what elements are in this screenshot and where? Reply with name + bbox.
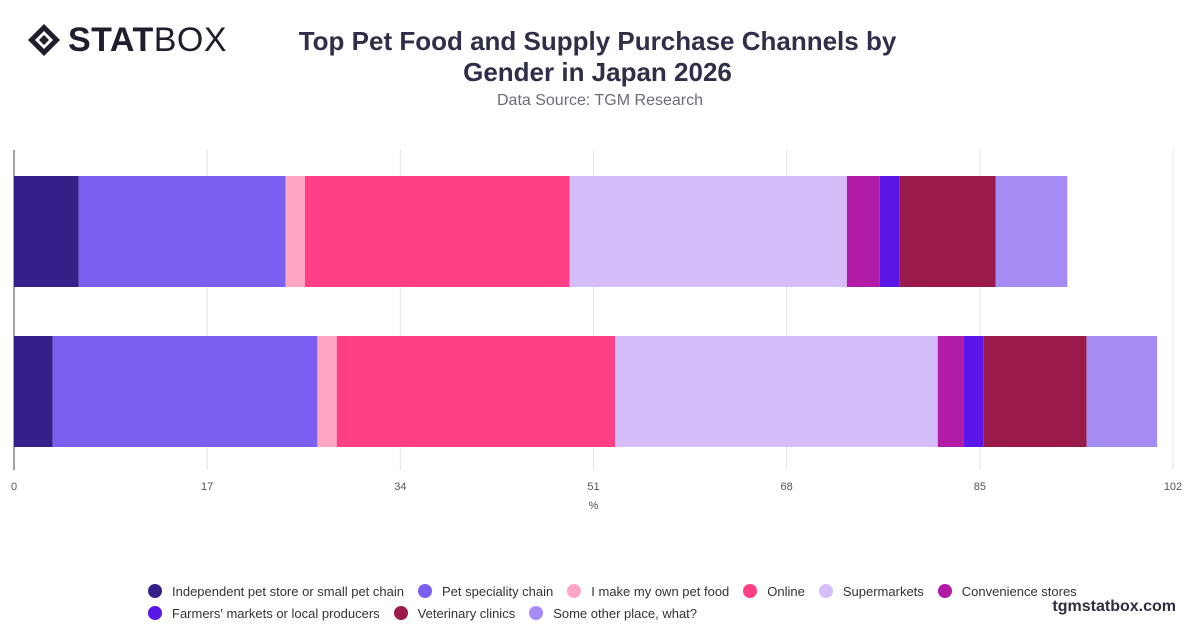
- legend-item[interactable]: I make my own pet food: [567, 584, 729, 599]
- chart-title-line-2: Gender in Japan 2026: [463, 57, 732, 87]
- x-tick-label: 34: [394, 481, 406, 493]
- bar-segment: [879, 176, 900, 287]
- legend-label: Pet speciality chain: [441, 583, 554, 599]
- legend-item[interactable]: Convenience stores: [937, 583, 1077, 599]
- legend-item[interactable]: Independent pet store or small pet chain: [148, 584, 404, 599]
- legend-item[interactable]: Supermarkets: [818, 583, 924, 599]
- x-tick-label: 85: [974, 481, 986, 493]
- legend-swatch: [148, 584, 162, 598]
- x-tick-label: 68: [781, 481, 793, 493]
- legend-swatch: [148, 606, 162, 620]
- bar-segment: [52, 336, 318, 447]
- bar-segment: [899, 176, 996, 287]
- bar-segment: [304, 176, 570, 287]
- x-tick-label: 17: [201, 481, 213, 493]
- bar-segment: [317, 336, 337, 447]
- bar-segment: [569, 176, 847, 287]
- legend-swatch: [567, 584, 582, 598]
- bar-segment: [995, 176, 1068, 287]
- legend-item[interactable]: Some other place, what?: [529, 606, 697, 621]
- bar-segment: [1086, 336, 1158, 447]
- chart-legend: Independent pet store or small pet chain…: [148, 580, 1108, 624]
- chart-title-line-1: Top Pet Food and Supply Purchase Channel…: [298, 26, 897, 56]
- legend-swatch: [743, 584, 758, 598]
- legend-label: Farmers' markets or local producers: [172, 605, 380, 621]
- bar-segment: [615, 336, 938, 447]
- legend-item[interactable]: Farmers' markets or local producers: [148, 606, 380, 621]
- legend-swatch: [818, 584, 833, 598]
- bar-segment: [937, 336, 964, 447]
- legend-label: Independent pet store or small pet chain: [172, 583, 404, 599]
- x-axis-label: %: [589, 500, 599, 512]
- legend-label: Online: [767, 583, 805, 599]
- bar-segment: [285, 176, 305, 287]
- legend-label: I make my own pet food: [591, 583, 730, 599]
- legend-swatch: [393, 606, 408, 620]
- x-tick-label: 102: [1164, 481, 1182, 493]
- bar-segment: [336, 336, 616, 447]
- statbox-logo: STATBOX: [26, 22, 227, 58]
- diamond-logo-icon: [28, 24, 60, 56]
- x-tick-label: 51: [587, 481, 599, 493]
- chart-title: Top Pet Food and Supply Purchase Channel…: [0, 26, 1195, 88]
- chart-subtitle: Data Source: TGM Research: [496, 92, 703, 109]
- bar-segment: [14, 336, 53, 447]
- legend-row: Independent pet store or small pet chain…: [148, 580, 1108, 602]
- legend-label: Some other place, what?: [553, 605, 698, 621]
- x-tick-label: 0: [11, 481, 17, 493]
- legend-label: Supermarkets: [842, 583, 924, 599]
- legend-swatch: [937, 584, 952, 598]
- legend-label: Convenience stores: [961, 583, 1077, 599]
- watermark: tgmstatbox.com: [1052, 598, 1176, 615]
- legend-swatch: [417, 584, 432, 598]
- bar-segment: [14, 176, 79, 287]
- bar-segment: [983, 336, 1087, 447]
- legend-item[interactable]: Veterinary clinics: [393, 605, 516, 621]
- bar-segment: [78, 176, 286, 287]
- legend-item[interactable]: Online: [743, 584, 805, 599]
- bar-segment: [846, 176, 880, 287]
- legend-label: Veterinary clinics: [417, 605, 516, 621]
- logo-wordmark: STATBOX: [68, 21, 228, 59]
- legend-item[interactable]: Pet speciality chain: [417, 583, 554, 599]
- legend-row: Farmers' markets or local producers Veter…: [148, 602, 1108, 624]
- legend-swatch: [529, 606, 544, 620]
- bar-segment: [963, 336, 984, 447]
- stacked-bar-chart: 0 17 34 51 68 85 102%: [11, 150, 1182, 512]
